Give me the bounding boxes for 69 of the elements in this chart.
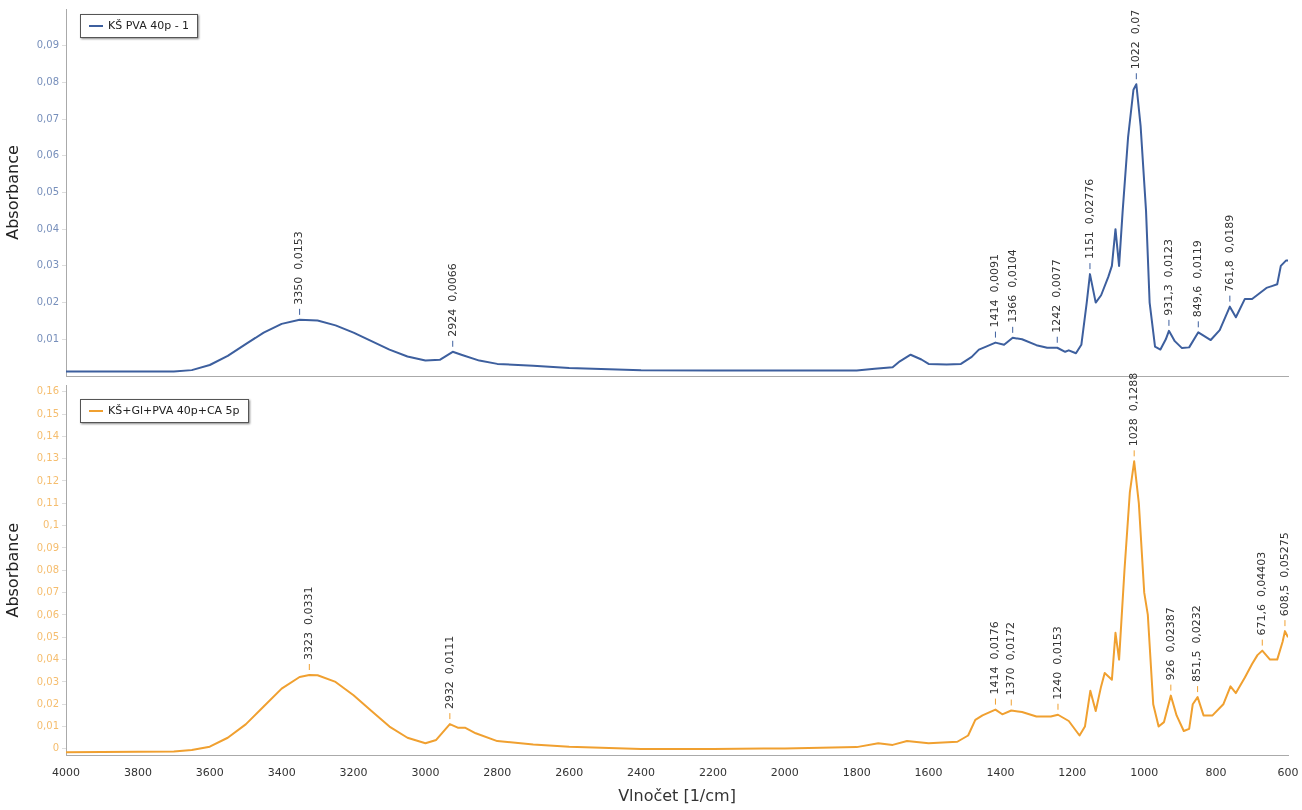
annotation: 608,5 0,05275 — [1277, 532, 1291, 617]
y-tick-label: 0,09 — [36, 39, 59, 51]
annotation: 1028 0,1288 — [1127, 372, 1141, 447]
y-axis-title: Absorbance — [2, 523, 22, 618]
annotation: 1242 0,0077 — [1050, 259, 1064, 333]
y-tick-label: 0,13 — [36, 452, 59, 464]
x-axis-title: Vlnočet [1/cm] — [618, 785, 736, 805]
y-tick-label: 0,03 — [36, 675, 59, 687]
annotation: 1151 0,02776 — [1082, 178, 1096, 260]
y-tick-label: 0,01 — [36, 332, 59, 344]
y-tick-label: 0,07 — [36, 586, 59, 598]
y-tick-label: 0,11 — [36, 496, 59, 508]
y-tick-label: 0,09 — [36, 541, 59, 553]
x-tick-label: 600 — [1277, 766, 1299, 780]
y-tick-label: 0,12 — [36, 474, 59, 486]
y-tick-label: 0,15 — [36, 407, 59, 419]
x-tick-label: 3000 — [411, 766, 440, 780]
x-tick-label: 2800 — [483, 766, 512, 780]
y-tick-label: 0,1 — [43, 519, 59, 531]
annotation: 3350 0,0153 — [292, 231, 306, 305]
annotation: 2932 0,0111 — [442, 635, 456, 710]
annotation: 2924 0,0066 — [445, 263, 459, 337]
x-tick-label: 3600 — [195, 766, 224, 780]
annotation: 851,5 0,0232 — [1190, 605, 1204, 683]
y-tick-label: 0,02 — [36, 296, 59, 308]
y-axis-title: Absorbance — [2, 145, 22, 240]
x-tick-label: 4000 — [52, 766, 80, 780]
x-tick-label: 1200 — [1058, 766, 1087, 780]
y-tick-label: 0,07 — [36, 112, 59, 124]
x-tick-label: 3800 — [123, 766, 152, 780]
annotation: 3323 0,0331 — [302, 586, 316, 661]
annotation: 1366 0,0104 — [1005, 249, 1019, 323]
x-tick-label: 1600 — [914, 766, 943, 780]
x-tick-label: 1800 — [842, 766, 871, 780]
legend-label: KŠ+Gl+PVA 40p+CA 5p — [108, 403, 240, 419]
annotation: 671,6 0,04403 — [1255, 551, 1269, 636]
y-tick-label: 0,05 — [36, 630, 59, 642]
y-tick-label: 0,01 — [36, 720, 59, 732]
annotation: 1414 0,0176 — [988, 621, 1002, 695]
annotation: 1240 0,0153 — [1050, 626, 1064, 700]
y-tick-label: 0,14 — [36, 429, 59, 441]
x-tick-label: 3200 — [339, 766, 368, 780]
x-tick-label: 2400 — [627, 766, 656, 780]
x-tick-label: 2600 — [555, 766, 584, 780]
y-tick-label: 0,06 — [36, 149, 59, 161]
y-tick-label: 0,08 — [36, 75, 59, 87]
y-tick-label: 0,02 — [36, 697, 59, 709]
y-tick-label: 0,16 — [36, 385, 59, 397]
y-tick-label: 0,08 — [36, 563, 59, 575]
x-tick-label: 2200 — [698, 766, 727, 780]
x-tick-label: 1000 — [1130, 766, 1159, 780]
y-tick-label: 0,04 — [36, 653, 59, 665]
x-tick-label: 2000 — [770, 766, 799, 780]
annotation: 1414 0,0091 — [988, 254, 1002, 328]
y-tick-label: 0,06 — [36, 608, 59, 620]
y-tick-label: 0 — [52, 742, 59, 754]
y-tick-label: 0,04 — [36, 222, 59, 234]
annotation: 761,8 0,0189 — [1222, 214, 1236, 292]
annotation: 849,6 0,0119 — [1191, 240, 1205, 318]
x-tick-label: 3400 — [267, 766, 296, 780]
annotation: 926 0,02387 — [1163, 607, 1177, 681]
y-tick-label: 0,05 — [36, 186, 59, 198]
annotation: 1370 0,0172 — [1004, 622, 1018, 696]
annotation: 1022 0,07 — [1129, 9, 1143, 70]
x-tick-label: 1400 — [986, 766, 1015, 780]
annotation: 931,3 0,0123 — [1161, 238, 1175, 316]
legend-label: KŠ PVA 40p - 1 — [108, 18, 190, 34]
x-tick-label: 800 — [1205, 766, 1227, 780]
y-tick-label: 0,03 — [36, 259, 59, 271]
